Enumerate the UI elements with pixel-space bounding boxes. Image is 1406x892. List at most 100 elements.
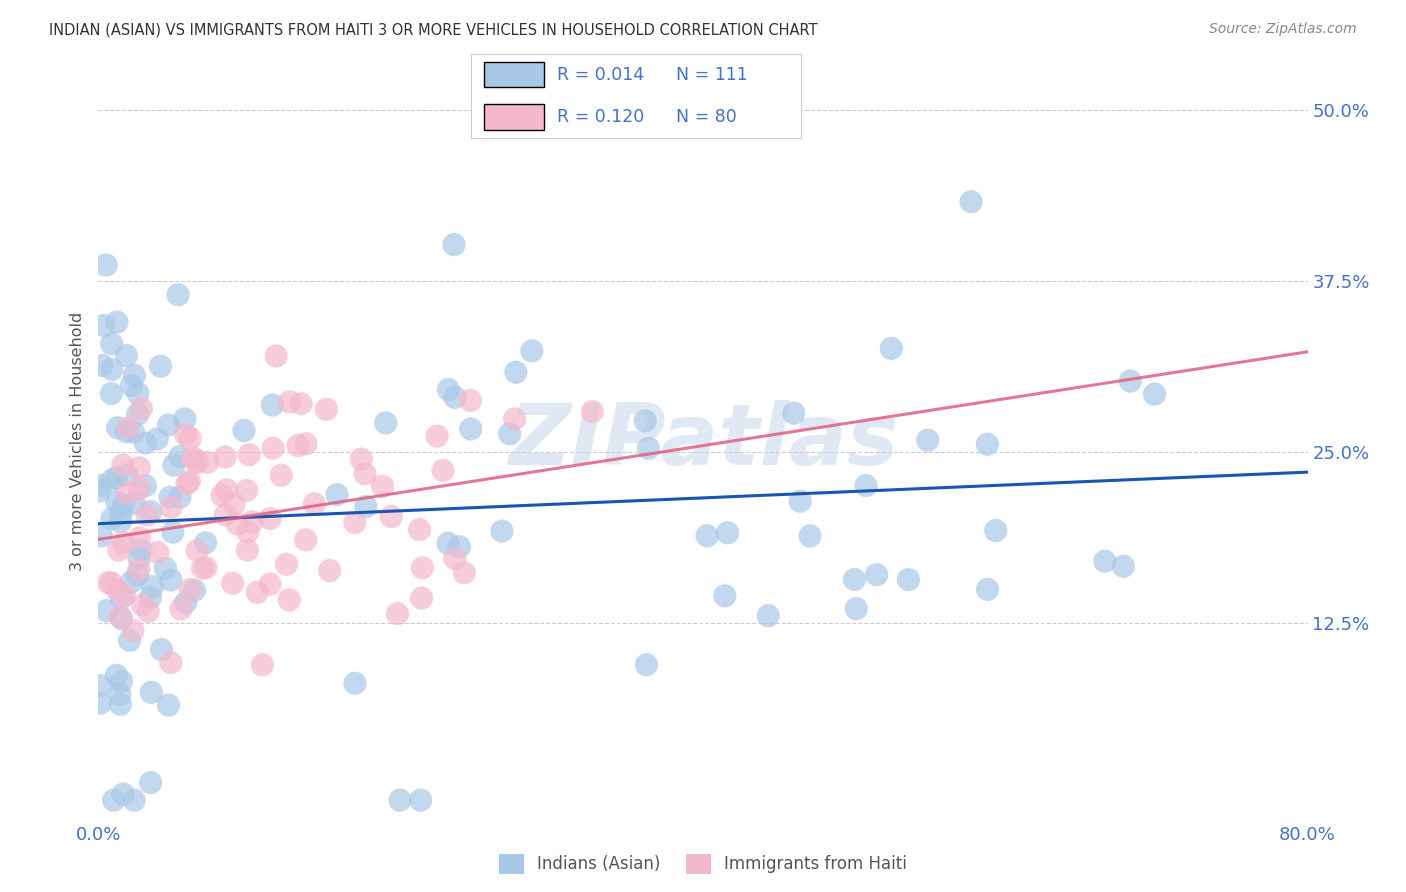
Point bbox=[411, 560, 433, 574]
Point bbox=[107, 543, 129, 558]
Point bbox=[194, 535, 217, 549]
Point bbox=[174, 596, 197, 610]
Point bbox=[170, 602, 193, 616]
Point bbox=[160, 573, 183, 587]
Point bbox=[315, 402, 337, 417]
Point bbox=[432, 463, 454, 477]
Point bbox=[162, 525, 184, 540]
Point bbox=[149, 359, 172, 374]
Point bbox=[186, 456, 208, 470]
Point bbox=[354, 500, 377, 514]
Point bbox=[491, 524, 513, 538]
Point bbox=[236, 525, 259, 540]
Point bbox=[276, 558, 298, 572]
Point bbox=[118, 633, 141, 648]
Point bbox=[343, 516, 366, 530]
Point bbox=[278, 592, 301, 607]
Point bbox=[1112, 559, 1135, 574]
Point bbox=[453, 566, 475, 580]
Point bbox=[581, 405, 603, 419]
Point bbox=[259, 577, 281, 591]
Point bbox=[186, 543, 208, 558]
Point bbox=[179, 582, 201, 597]
Point bbox=[146, 545, 169, 559]
Point bbox=[89, 478, 111, 492]
Point bbox=[246, 585, 269, 599]
Point bbox=[110, 591, 132, 605]
Point bbox=[866, 567, 889, 582]
Text: INDIAN (ASIAN) VS IMMIGRANTS FROM HAITI 3 OR MORE VEHICLES IN HOUSEHOLD CORRELAT: INDIAN (ASIAN) VS IMMIGRANTS FROM HAITI … bbox=[49, 22, 818, 37]
Point bbox=[437, 383, 460, 397]
Point bbox=[295, 437, 318, 451]
Point bbox=[141, 685, 163, 699]
Point bbox=[159, 490, 181, 504]
Point bbox=[93, 318, 115, 333]
Point bbox=[326, 488, 349, 502]
Point bbox=[194, 560, 217, 574]
Text: R = 0.014: R = 0.014 bbox=[557, 66, 644, 84]
Point bbox=[89, 696, 111, 710]
Point bbox=[131, 401, 153, 416]
Point bbox=[238, 448, 260, 462]
Point bbox=[127, 386, 149, 401]
Point bbox=[262, 398, 284, 412]
Point bbox=[176, 476, 198, 491]
Point bbox=[90, 359, 112, 373]
Point bbox=[110, 515, 132, 529]
Point bbox=[278, 395, 301, 409]
Point bbox=[157, 417, 180, 432]
Point bbox=[343, 676, 366, 690]
Point bbox=[756, 608, 779, 623]
Point bbox=[186, 453, 208, 467]
Point bbox=[262, 442, 284, 456]
Point bbox=[115, 425, 138, 439]
Point bbox=[127, 568, 149, 582]
Point bbox=[221, 576, 243, 591]
Point bbox=[235, 483, 257, 498]
Point bbox=[89, 679, 111, 693]
Text: R = 0.120: R = 0.120 bbox=[557, 108, 644, 126]
Point bbox=[897, 573, 920, 587]
Point bbox=[976, 582, 998, 597]
Point bbox=[134, 479, 156, 493]
Point bbox=[270, 468, 292, 483]
Point bbox=[136, 508, 159, 522]
Point bbox=[499, 426, 522, 441]
Legend: Indians (Asian), Immigrants from Haiti: Indians (Asian), Immigrants from Haiti bbox=[492, 847, 914, 880]
Point bbox=[426, 429, 449, 443]
Point bbox=[105, 668, 128, 682]
Point bbox=[105, 315, 128, 329]
Point bbox=[173, 412, 195, 426]
Point bbox=[110, 506, 132, 520]
Point bbox=[387, 607, 409, 621]
Point bbox=[108, 687, 131, 701]
Point bbox=[101, 473, 124, 487]
Point bbox=[411, 591, 433, 605]
Point bbox=[112, 498, 135, 512]
Point bbox=[107, 421, 129, 435]
Point bbox=[124, 368, 146, 383]
Point bbox=[157, 698, 180, 712]
Point bbox=[96, 604, 118, 618]
Point bbox=[214, 450, 236, 464]
Point bbox=[127, 407, 149, 421]
Point bbox=[636, 657, 658, 672]
Point bbox=[146, 432, 169, 446]
Point bbox=[128, 460, 150, 475]
Point bbox=[174, 427, 197, 442]
Point bbox=[503, 412, 526, 426]
Point bbox=[121, 574, 143, 589]
Point bbox=[179, 475, 201, 489]
Point bbox=[122, 425, 145, 439]
Point bbox=[155, 561, 177, 575]
Point bbox=[105, 471, 128, 485]
Point bbox=[94, 258, 117, 272]
Point bbox=[844, 573, 866, 587]
Point bbox=[460, 422, 482, 436]
Y-axis label: 3 or more Vehicles in Household: 3 or more Vehicles in Household bbox=[69, 312, 84, 571]
Point bbox=[105, 582, 128, 597]
Point bbox=[226, 516, 249, 531]
Point bbox=[287, 438, 309, 452]
Point bbox=[637, 442, 659, 456]
Point bbox=[159, 656, 181, 670]
